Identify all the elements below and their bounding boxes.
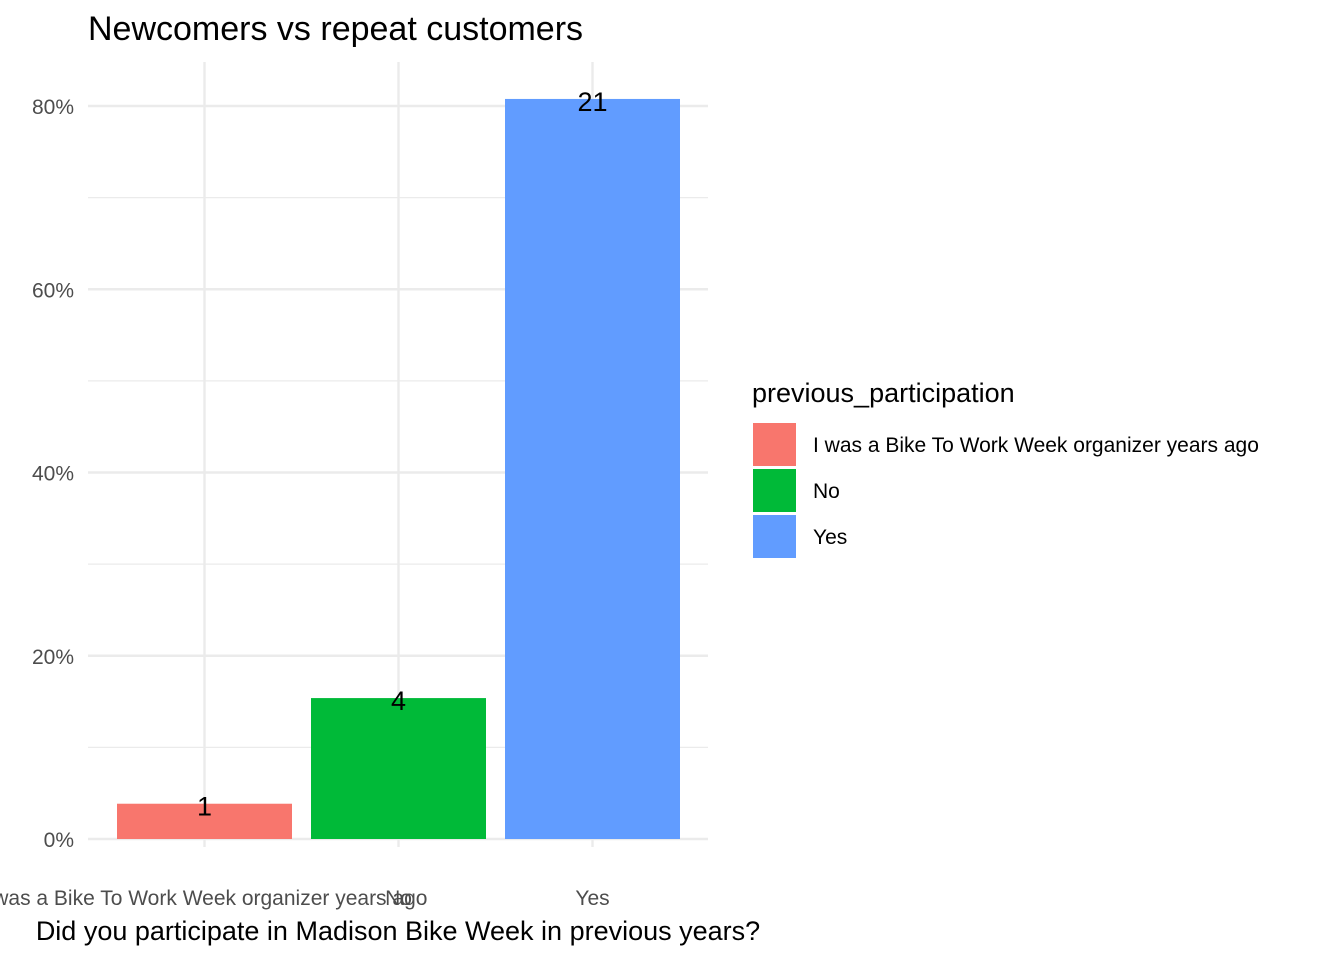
legend-swatch bbox=[753, 423, 796, 466]
bar bbox=[311, 698, 486, 839]
legend-swatch bbox=[753, 469, 796, 512]
legend-label: I was a Bike To Work Week organizer year… bbox=[813, 434, 1259, 457]
bars-group bbox=[117, 98, 680, 839]
legend-label: Yes bbox=[813, 526, 847, 549]
data-labels-group: 1 4 21 bbox=[197, 87, 608, 822]
bar bbox=[117, 803, 292, 839]
x-tick-label: No bbox=[385, 887, 412, 910]
bar-value-label: 1 bbox=[197, 792, 212, 822]
bar-value-label: 21 bbox=[577, 87, 607, 117]
y-axis-ticks: 0% 20% 40% 60% 80% bbox=[32, 96, 74, 852]
bar bbox=[505, 98, 680, 839]
legend-label: No bbox=[813, 480, 840, 503]
y-tick-label: 60% bbox=[32, 279, 74, 302]
y-tick-label: 80% bbox=[32, 96, 74, 119]
x-tick-label: I was a Bike To Work Week organizer year… bbox=[0, 887, 427, 910]
x-tick-label: Yes bbox=[575, 887, 609, 910]
y-tick-label: 40% bbox=[32, 463, 74, 486]
x-axis-ticks: I was a Bike To Work Week organizer year… bbox=[0, 887, 610, 910]
legend-title: previous_participation bbox=[752, 378, 1015, 408]
bar-value-label: 4 bbox=[391, 686, 406, 716]
y-tick-label: 0% bbox=[44, 829, 74, 852]
chart-title: Newcomers vs repeat customers bbox=[88, 10, 583, 48]
x-axis-title: Did you participate in Madison Bike Week… bbox=[36, 916, 760, 946]
y-tick-label: 20% bbox=[32, 646, 74, 669]
legend-swatch bbox=[753, 515, 796, 558]
legend: previous_participation I was a Bike To W… bbox=[752, 378, 1259, 558]
